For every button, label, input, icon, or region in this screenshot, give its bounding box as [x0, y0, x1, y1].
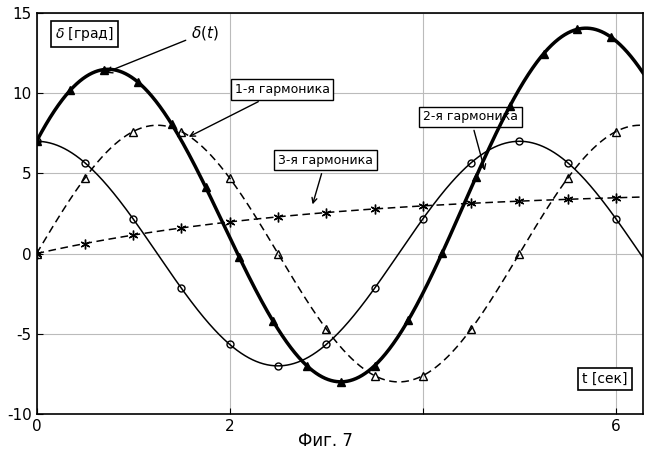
Text: Фиг. 7: Фиг. 7: [298, 432, 352, 450]
Text: $\delta(t)$: $\delta(t)$: [106, 23, 219, 73]
Text: 1-я гармоника: 1-я гармоника: [190, 83, 330, 136]
Text: $\delta$ [град]: $\delta$ [град]: [55, 25, 114, 43]
Text: 2-я гармоника: 2-я гармоника: [423, 110, 518, 169]
Text: 3-я гармоника: 3-я гармоника: [278, 154, 373, 203]
Text: t [сек]: t [сек]: [582, 372, 628, 386]
